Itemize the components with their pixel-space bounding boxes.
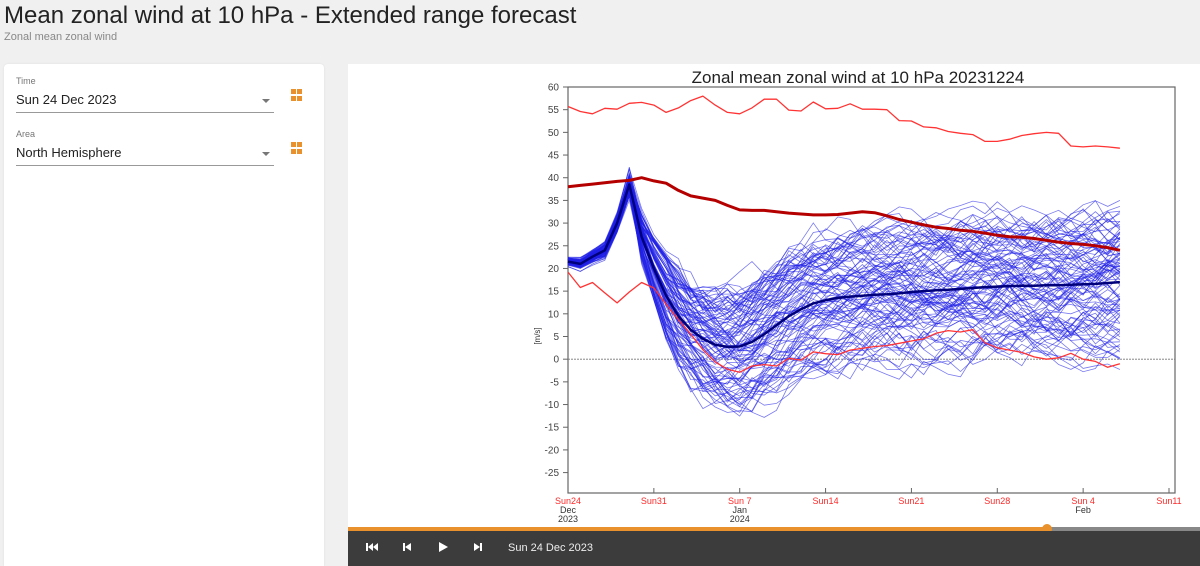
- skip-first-icon[interactable]: [365, 541, 381, 555]
- x-tick-year: 2024: [730, 514, 750, 524]
- ensemble-member-line: [567, 183, 1121, 393]
- y-tick-label: -5: [550, 377, 559, 388]
- step-forward-icon[interactable]: [472, 541, 488, 555]
- y-tick-label: -10: [545, 400, 560, 411]
- y-tick-label: 30: [548, 219, 560, 230]
- player-bar: Sun 24 Dec 2023: [348, 531, 1200, 566]
- ensemble-member-line: [567, 185, 1121, 315]
- x-tick-label: Sun 7: [728, 496, 752, 506]
- area-select[interactable]: North Hemisphere: [16, 143, 274, 166]
- ensemble-member-line: [567, 174, 1121, 299]
- y-tick-label: 55: [548, 105, 560, 116]
- time-select[interactable]: Sun 24 Dec 2023: [16, 90, 274, 113]
- x-tick-year: 2023: [558, 514, 578, 524]
- y-tick-label: -15: [545, 423, 560, 434]
- y-tick-label: -20: [545, 445, 560, 456]
- sidebar-panel: Time Sun 24 Dec 2023 Area North Hemisphe…: [4, 64, 324, 566]
- timeline-slider[interactable]: [348, 524, 1200, 534]
- ensemble-member-line: [567, 194, 1121, 387]
- ensemble-member-line: [567, 179, 1121, 310]
- y-tick-label: 60: [548, 83, 560, 94]
- ensemble-member-line: [568, 176, 1121, 319]
- climate-max-line: [567, 95, 1120, 149]
- x-tick-label: Sun 4: [1071, 496, 1095, 506]
- y-tick-label: 15: [548, 287, 560, 298]
- ensemble-member-line: [567, 184, 1120, 417]
- y-tick-label: 20: [548, 264, 560, 275]
- x-tick-month: Feb: [1075, 505, 1091, 515]
- timeline-progress: [348, 527, 1047, 531]
- area-grid-icon[interactable]: [291, 142, 303, 154]
- chart-panel: Zonal mean zonal wind at 10 hPa 20231224…: [348, 64, 1200, 566]
- current-date: Sun 24 Dec 2023: [508, 542, 594, 554]
- plot-frame: [567, 86, 1176, 494]
- ensemble-member-line: [567, 183, 1121, 385]
- y-tick-label: 25: [548, 241, 560, 252]
- x-tick-label: Sun21: [898, 496, 924, 506]
- x-tick-month: Dec: [560, 505, 577, 515]
- ensemble-member-line: [567, 188, 1120, 328]
- y-tick-label: 35: [548, 196, 560, 207]
- x-tick-label: Sun14: [813, 496, 839, 506]
- climate-min-line: [567, 271, 1121, 373]
- ensemble-member-line: [567, 189, 1121, 400]
- area-value: North Hemisphere: [16, 145, 122, 160]
- y-tick-label: 5: [553, 332, 559, 343]
- time-label: Time: [16, 76, 36, 86]
- ensemble-member-line: [567, 184, 1120, 338]
- step-back-icon[interactable]: [401, 541, 417, 555]
- ensemble-member-line: [567, 172, 1121, 320]
- ensemble-member-line: [567, 183, 1121, 324]
- chevron-down-icon: [262, 99, 270, 103]
- x-tick-label: Sun11: [1156, 496, 1181, 506]
- x-tick-label: Sun31: [641, 496, 667, 506]
- climate-mean-line: [567, 176, 1121, 252]
- time-value: Sun 24 Dec 2023: [16, 92, 117, 107]
- y-tick-label: 10: [548, 309, 560, 320]
- y-tick-label: 45: [548, 151, 560, 162]
- time-field: Time Sun 24 Dec 2023: [16, 76, 274, 113]
- time-grid-icon[interactable]: [291, 89, 303, 101]
- play-icon[interactable]: [437, 541, 453, 555]
- y-tick-label: 50: [548, 128, 560, 139]
- chart-title: Zonal mean zonal wind at 10 hPa 20231224: [692, 68, 1025, 87]
- page-title: Mean zonal wind at 10 hPa - Extended ran…: [4, 2, 577, 29]
- x-tick-month: Jan: [732, 505, 747, 515]
- y-tick-label: -25: [545, 468, 560, 479]
- ensemble-member-line: [567, 177, 1121, 319]
- ensemble-member-line: [567, 179, 1121, 312]
- chevron-down-icon: [262, 152, 270, 156]
- page-subtitle: Zonal mean zonal wind: [4, 31, 118, 43]
- x-tick-label: Sun28: [984, 496, 1010, 506]
- area-label: Area: [16, 129, 36, 139]
- y-tick-label: 40: [548, 173, 560, 184]
- area-field: Area North Hemisphere: [16, 129, 274, 166]
- ensemble-mean-line: [567, 183, 1120, 349]
- ensemble-member-line: [567, 194, 1121, 406]
- x-tick-label: Sun24: [555, 496, 581, 506]
- y-tick-label: 0: [553, 355, 559, 366]
- y-axis-label: [m/s]: [533, 327, 542, 344]
- timeline-handle[interactable]: [1041, 524, 1052, 534]
- chart-svg: Zonal mean zonal wind at 10 hPa 20231224…: [533, 68, 1182, 524]
- ensemble-member-line: [567, 181, 1121, 336]
- ensemble-member-line: [567, 175, 1121, 311]
- ensemble-member-line: [567, 189, 1121, 396]
- ensemble-member-line: [567, 180, 1121, 352]
